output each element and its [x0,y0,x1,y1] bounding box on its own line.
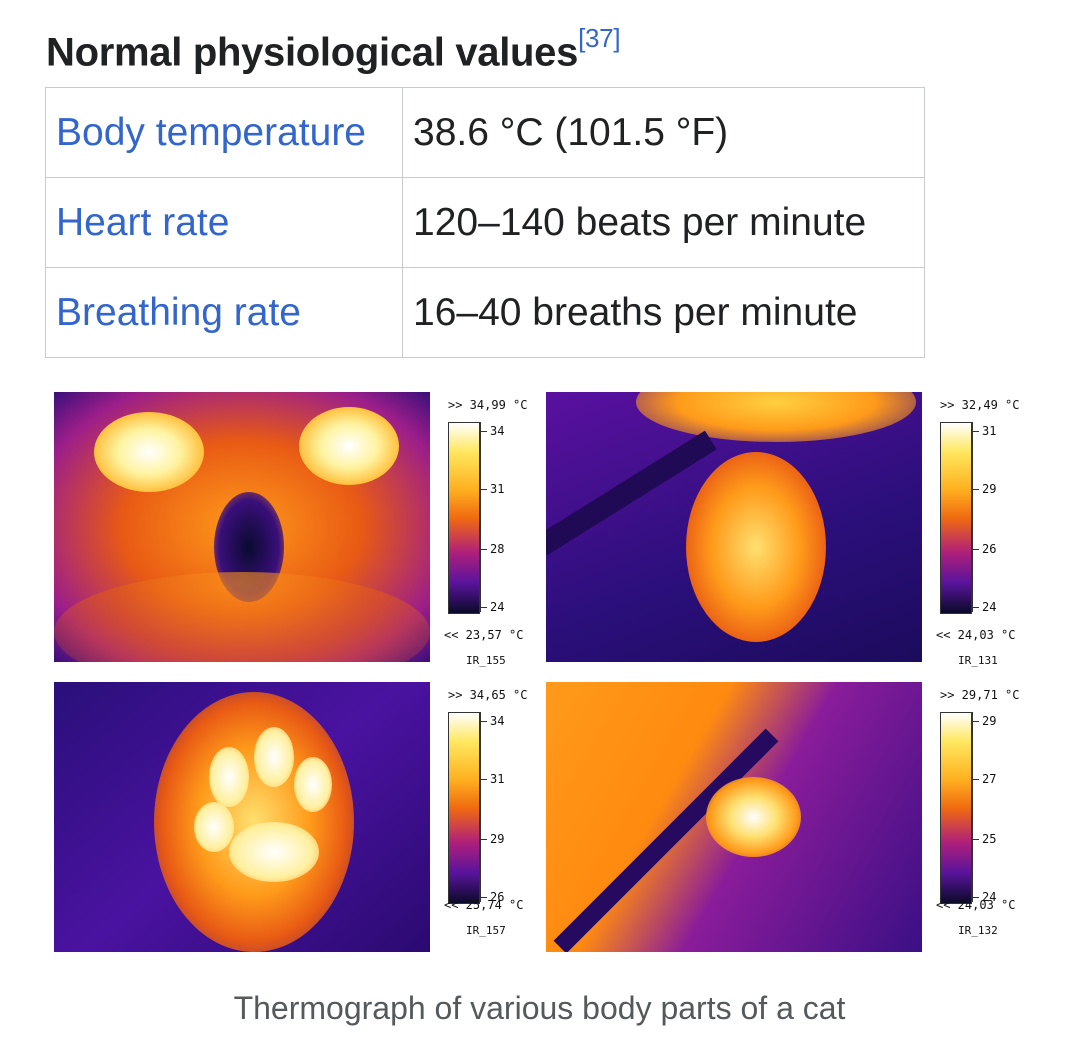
section-title: Normal physiological values [46,30,579,75]
color-scale-bar [448,712,480,904]
scale-min-label: << 25,74 °C [444,898,524,912]
thermograph-panel-paw-top[interactable]: >> 32,49 °C 31 29 26 24 << 24,03 °C IR_1… [538,382,1028,669]
reference-link[interactable]: [37] [578,23,621,53]
table-row: Heart rate 120–140 beats per minute [45,177,925,268]
scale-ticks: 29 27 25 24 [972,712,1023,904]
scale-tick: 31 [481,482,504,496]
scale-tick: 29 [481,832,504,846]
scale-tick: 28 [481,542,504,556]
scale-ticks: 34 31 28 24 [480,422,531,614]
row-value-cell: 120–140 beats per minute [402,177,925,268]
thermograph-figure[interactable]: >> 34,99 °C 34 31 28 24 << 23,57 °C IR_1… [46,382,1034,966]
temperature-scale: >> 32,49 °C 31 29 26 24 << 24,03 °C IR_1… [930,382,1028,669]
row-label-cell: Heart rate [45,177,403,268]
table-row: Breathing rate 16–40 breaths per minute [45,267,925,358]
scale-tick: 26 [973,542,996,556]
scale-tick: 26 [481,890,504,904]
scale-max-label: >> 29,71 °C [940,688,1020,702]
thermal-image-paw-top [546,392,922,662]
figure-caption: Thermograph of various body parts of a c… [233,990,846,1026]
breathing-rate-link[interactable]: Breathing rate [56,290,301,334]
row-value-cell: 16–40 breaths per minute [402,267,925,358]
scale-tick: 24 [973,600,996,614]
scale-tick: 34 [481,714,504,728]
scale-max-label: >> 34,99 °C [448,398,528,412]
image-id-label: IR_132 [958,924,998,937]
thermograph-panel-face[interactable]: >> 34,99 °C 34 31 28 24 << 23,57 °C IR_1… [46,382,536,669]
reference-superscript: [37] [578,22,620,59]
thermal-image-paw-print [546,682,922,952]
color-scale-bar [940,422,972,614]
scale-tick: 24 [973,890,996,904]
thermograph-panel-paw-print[interactable]: >> 29,71 °C 29 27 25 24 << 24,03 °C IR_1… [538,672,1028,959]
image-id-label: IR_155 [466,654,506,667]
scale-min-label: << 24,03 °C [936,628,1016,642]
scale-tick: 24 [481,600,504,614]
scale-max-label: >> 32,49 °C [940,398,1020,412]
scale-tick: 31 [973,424,996,438]
scale-tick: 31 [481,772,504,786]
physiological-values-table: Body temperature 38.6 °C (101.5 °F) Hear… [45,87,925,358]
row-value-cell: 38.6 °C (101.5 °F) [402,87,925,178]
scale-tick: 34 [481,424,504,438]
body-temperature-link[interactable]: Body temperature [56,110,367,154]
color-scale-bar [940,712,972,904]
temperature-scale: >> 34,99 °C 34 31 28 24 << 23,57 °C IR_1… [438,382,536,669]
image-id-label: IR_131 [958,654,998,667]
table-row: Body temperature 38.6 °C (101.5 °F) [45,87,925,178]
thermal-image-face [54,392,430,662]
scale-tick: 27 [973,772,996,786]
temperature-scale: >> 34,65 °C 34 31 29 26 << 25,74 °C IR_1… [438,672,536,959]
section-heading: Normal physiological values[37] [46,22,621,75]
scale-max-label: >> 34,65 °C [448,688,528,702]
scale-min-label: << 23,57 °C [444,628,524,642]
row-label-cell: Body temperature [45,87,403,178]
image-id-label: IR_157 [466,924,506,937]
scale-tick: 29 [973,482,996,496]
thermograph-panel-paw-pads[interactable]: >> 34,65 °C 34 31 29 26 << 25,74 °C IR_1… [46,672,536,959]
row-label-cell: Breathing rate [45,267,403,358]
heart-rate-link[interactable]: Heart rate [56,200,230,244]
color-scale-bar [448,422,480,614]
scale-tick: 29 [973,714,996,728]
temperature-scale: >> 29,71 °C 29 27 25 24 << 24,03 °C IR_1… [930,672,1028,959]
scale-ticks: 31 29 26 24 [972,422,1023,614]
scale-tick: 25 [973,832,996,846]
scale-min-label: << 24,03 °C [936,898,1016,912]
thermal-image-paw-pads [54,682,430,952]
scale-ticks: 34 31 29 26 [480,712,531,904]
